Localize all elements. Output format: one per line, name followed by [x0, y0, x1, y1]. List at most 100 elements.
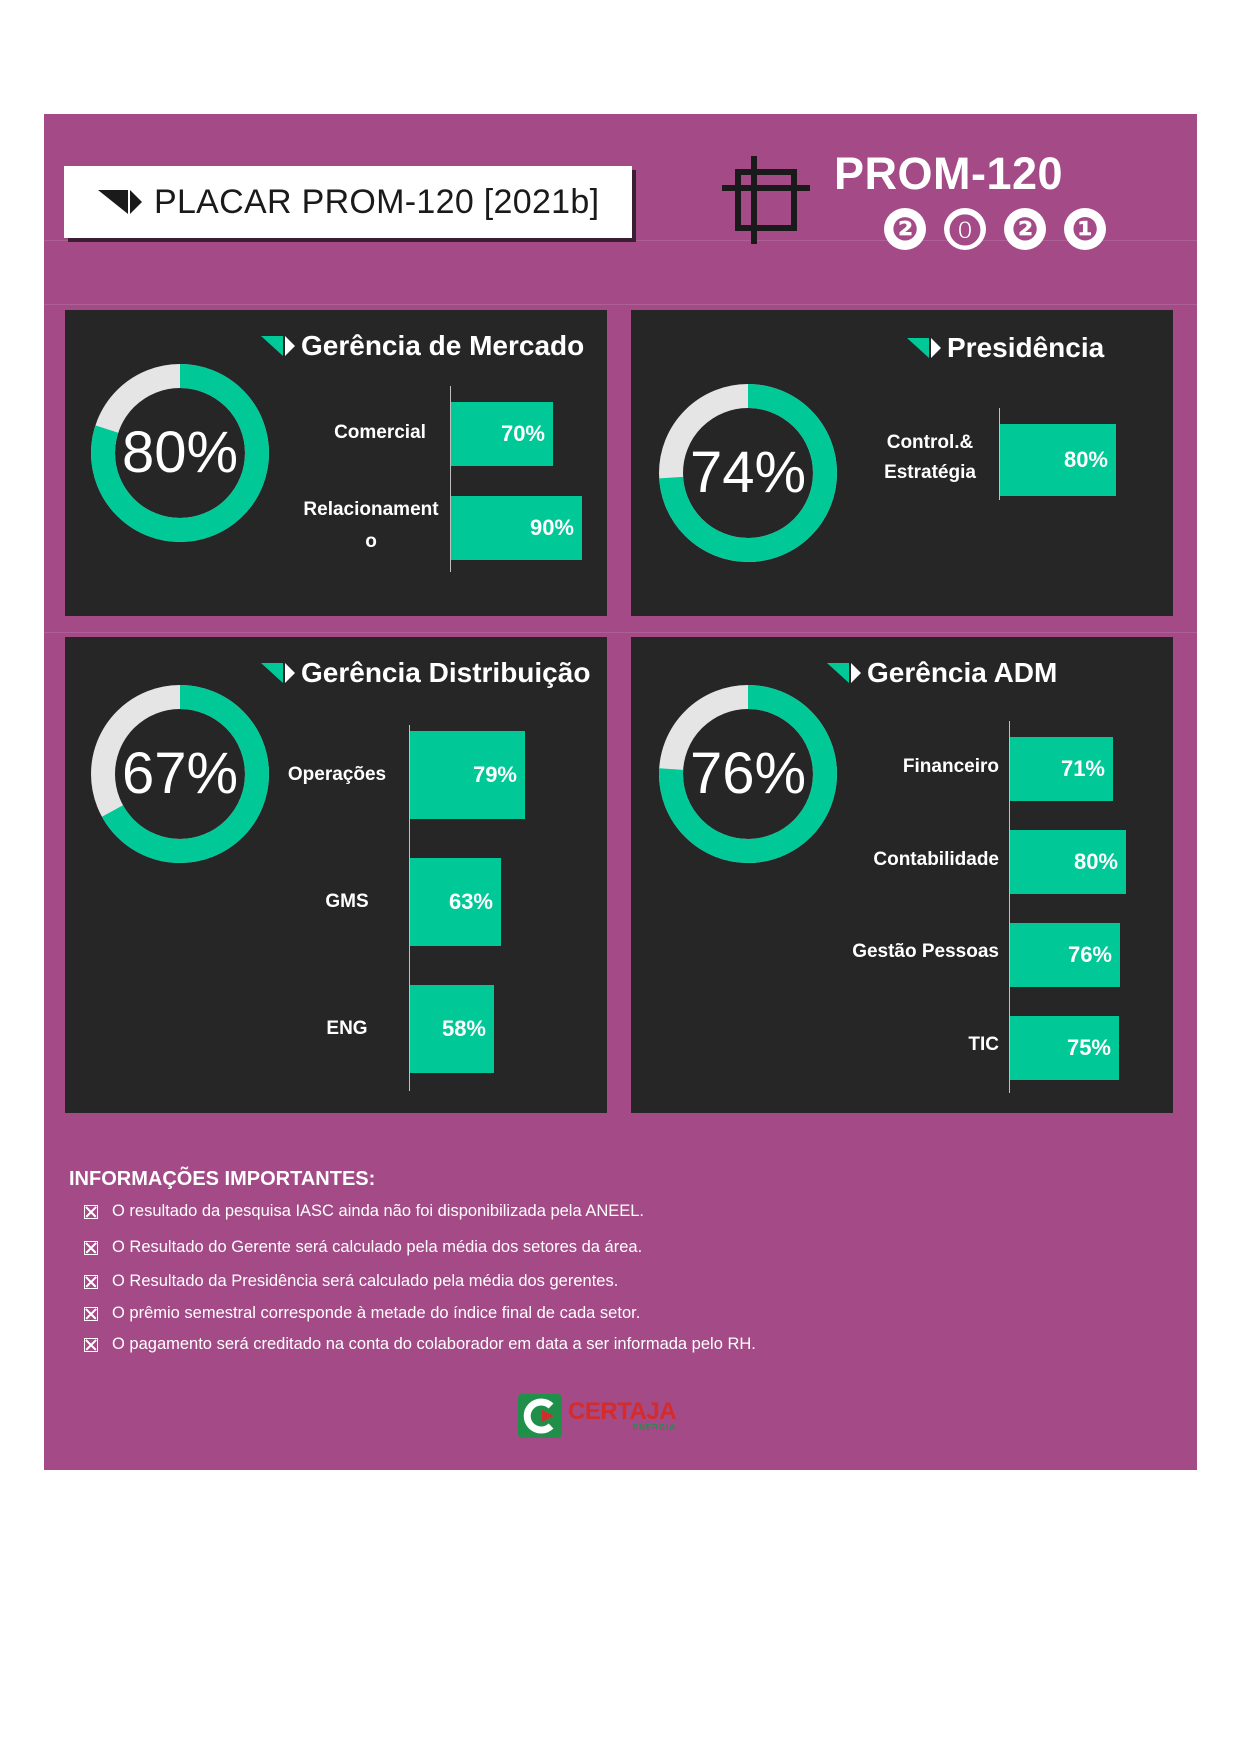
donut-progress [659, 685, 837, 863]
year-digit: ⓿ [944, 208, 986, 250]
divider [44, 240, 1197, 241]
bar-value: 80% [1073, 849, 1118, 874]
donut-progress [91, 685, 269, 863]
total-donut: 76% [653, 679, 843, 869]
donut-ring [659, 384, 837, 562]
bar: 80% [1000, 424, 1116, 496]
checkbox-x-icon [84, 1204, 98, 1219]
info-text: O pagamento será creditado na conta do c… [112, 1335, 756, 1353]
checkbox-x-icon [84, 1337, 98, 1352]
year-digit: ❷ [1004, 208, 1046, 250]
scoreboard-frame: PLACAR PROM-120 [2021b] PROM-120 ❷ ⓿ ❷ ❶… [44, 114, 1197, 1470]
info-item: O Resultado do Gerente será calculado pe… [84, 1238, 642, 1257]
play-arrow-icon [907, 338, 941, 358]
panel-title: Presidência [907, 332, 1104, 364]
donut-progress [91, 364, 269, 542]
bar: 79% [410, 731, 525, 819]
category-label: Gestão Pessoas [852, 941, 999, 962]
bar: 75% [1010, 1016, 1119, 1080]
panel-title-text: Gerência ADM [867, 657, 1058, 688]
info-item: O pagamento será creditado na conta do c… [84, 1335, 756, 1354]
bar-value: 70% [500, 421, 545, 446]
bar-axis [409, 725, 410, 1091]
donut-progress [659, 384, 837, 562]
year-digit: ❷ [884, 208, 926, 250]
bar-axis [999, 408, 1000, 500]
title-box: PLACAR PROM-120 [2021b] [64, 166, 632, 238]
bar-axis [1009, 721, 1010, 1093]
bar: 71% [1010, 737, 1113, 801]
play-arrow-icon [827, 663, 861, 683]
bar-value: 58% [441, 1016, 486, 1041]
checkbox-x-icon [84, 1274, 98, 1289]
divider [44, 304, 1197, 305]
category-label: Operações [287, 764, 387, 785]
panel-gerencia-adm: Gerência ADM 76% Financeiro 71% Contabil… [631, 637, 1173, 1113]
category-label: TIC [968, 1034, 999, 1055]
panel-title-text: Gerência Distribuição [301, 657, 591, 688]
brand-title: PROM-120 [834, 148, 1064, 199]
panel-title-text: Gerência de Mercado [301, 330, 585, 361]
info-text: O Resultado da Presidência será calculad… [112, 1272, 619, 1290]
year-digit: ❶ [1064, 208, 1106, 250]
panel-title-text: Presidência [947, 332, 1105, 363]
checkbox-x-icon [84, 1240, 98, 1255]
info-text: O prêmio semestral corresponde à metade … [112, 1304, 641, 1322]
donut-ring [659, 685, 837, 863]
play-arrow-icon [261, 663, 295, 683]
bar: 90% [451, 496, 582, 560]
bar-value: 71% [1060, 756, 1105, 781]
bar-value: 75% [1066, 1035, 1111, 1060]
checkbox-x-icon [84, 1306, 98, 1321]
bar-value: 90% [529, 515, 574, 540]
info-text: O Resultado do Gerente será calculado pe… [112, 1238, 643, 1256]
total-percent: 80% [121, 420, 239, 485]
panel-title: Gerência ADM [827, 657, 1057, 689]
info-item: O prêmio semestral corresponde à metade … [84, 1304, 640, 1323]
category-label: Control.& Estratégia [884, 432, 976, 483]
donut-ring [91, 685, 269, 863]
panel-presidencia: Presidência 74% Control.& Estratégia 80% [631, 310, 1173, 616]
info-item: O resultado da pesquisa IASC ainda não f… [84, 1202, 644, 1221]
total-percent: 76% [689, 741, 807, 806]
total-donut: 74% [653, 378, 843, 568]
category-label: Comercial [334, 422, 426, 443]
play-arrow-icon [261, 336, 295, 356]
bar: 80% [1010, 830, 1126, 894]
donut-ring [91, 364, 269, 542]
logo-name: CERTAJA [568, 1397, 677, 1425]
company-logo: CERTAJA ENERGIA [518, 1394, 677, 1438]
crosshair-icon [722, 156, 810, 244]
category-label: Contabilidade [873, 849, 999, 870]
bar-value: 76% [1067, 942, 1112, 967]
category-label: Relacionament o [303, 499, 439, 552]
bar-value: 63% [448, 889, 493, 914]
total-donut: 67% [85, 679, 275, 869]
bar: 63% [410, 858, 501, 946]
category-label: GMS [325, 891, 369, 912]
bar: 70% [451, 402, 553, 466]
category-label: Financeiro [902, 756, 999, 777]
info-text: O resultado da pesquisa IASC ainda não f… [112, 1202, 645, 1220]
total-percent: 74% [689, 440, 807, 505]
bar: 58% [410, 985, 494, 1073]
bar-axis [450, 386, 451, 572]
logo-mark-icon [518, 1394, 562, 1438]
play-arrow-icon [98, 190, 142, 214]
category-label: ENG [326, 1018, 368, 1039]
info-item: O Resultado da Presidência será calculad… [84, 1272, 618, 1291]
bar-value: 80% [1063, 447, 1108, 472]
total-percent: 67% [121, 741, 239, 806]
panel-gerencia-mercado: Gerência de Mercado 80% Comercial 70% Re… [65, 310, 607, 616]
logo-subtitle: ENERGIA [632, 1422, 677, 1432]
info-heading: INFORMAÇÕES IMPORTANTES: [69, 1168, 376, 1190]
page-title: PLACAR PROM-120 [2021b] [154, 182, 600, 221]
bar-value: 79% [472, 762, 517, 787]
panel-title: Gerência Distribuição [261, 657, 590, 689]
divider [44, 632, 1197, 633]
panel-gerencia-distribuicao: Gerência Distribuição 67% Operações 79% … [65, 637, 607, 1113]
total-donut: 80% [85, 358, 275, 548]
bar: 76% [1010, 923, 1120, 987]
panel-title: Gerência de Mercado [261, 330, 584, 362]
year-digits: ❷ ⓿ ❷ ❶ [884, 208, 1124, 250]
